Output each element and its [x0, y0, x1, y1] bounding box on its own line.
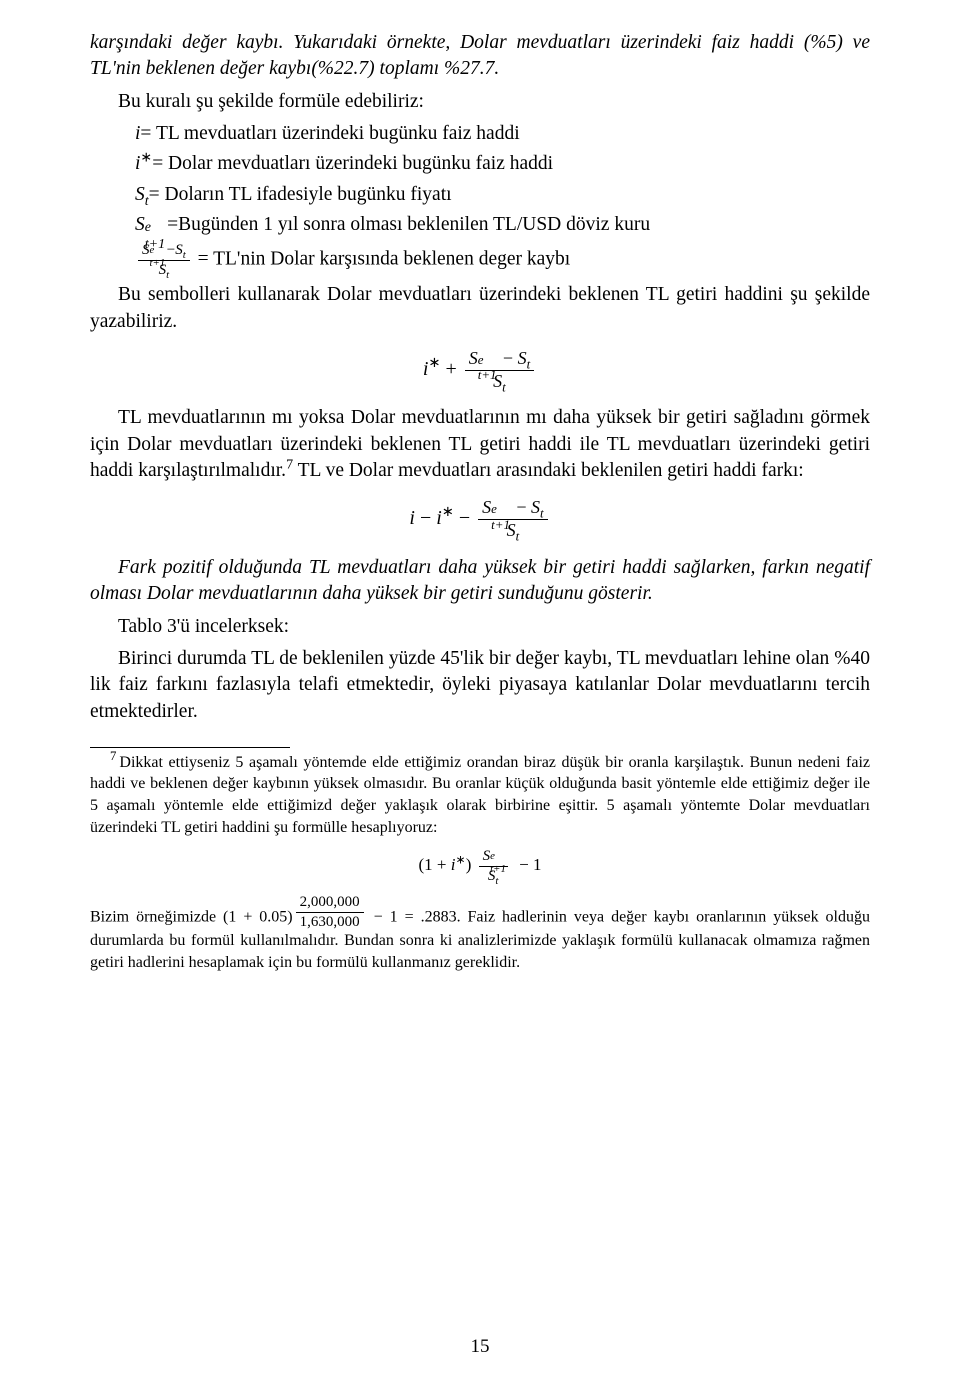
italic-intro: karşındaki değer kaybı. Yukarıdaki örnek…	[90, 32, 870, 79]
def-frac-text: = TL'nin Dolar karşısında beklenen deger…	[193, 249, 571, 270]
frac-2: Set+1 − St St	[478, 498, 547, 541]
footnote-formula: (1 + i∗) Set+1 St − 1	[90, 848, 870, 884]
footnote-text-b: Bizim örneğimizde (1 + 0.05) 2,000,000 1…	[90, 894, 870, 973]
footnote-marker: 7	[110, 749, 116, 763]
fn-num1: 2,000,000	[296, 894, 364, 913]
footnote-text-a: Dikkat ettiyseniz 5 aşamalı yöntemde eld…	[90, 754, 870, 836]
paragraph-1: karşındaki değer kaybı. Yukarıdaki örnek…	[90, 30, 870, 83]
def-istar-text: = Dolar mevduatları üzerindeki bugünku f…	[152, 153, 553, 174]
paragraph-5: Fark pozitif olduğunda TL mevduatları da…	[90, 555, 870, 608]
frac-1: Set+1 − St St	[465, 349, 534, 392]
def-st-text: = Doların TL ifadesiyle bugünku fiyatı	[149, 184, 452, 205]
frac-fn: Set+1 St	[479, 848, 508, 884]
paragraph-3: Bu sembolleri kullanarak Dolar mevduatla…	[90, 282, 870, 335]
paragraph-6: Tablo 3'ü incelerksek:	[90, 614, 870, 640]
page-number: 15	[0, 1334, 960, 1360]
formula-1: i∗ + Set+1 − St St	[90, 349, 870, 392]
def-st: St= Doların TL ifadesiyle bugünku fiyatı	[135, 182, 870, 208]
def-set1-text: =Bugünden 1 yıl sonra olması beklenilen …	[167, 214, 650, 235]
formula-2: i − i∗ − Set+1 − St St	[90, 498, 870, 541]
page: karşındaki değer kaybı. Yukarıdaki örnek…	[0, 0, 960, 1380]
def-istar: i∗= Dolar mevduatları üzerindeki bugünku…	[135, 151, 870, 177]
paragraph-4: TL mevduatlarının mı yoksa Dolar mevduat…	[90, 405, 870, 484]
paragraph-7: Birinci durumda TL de beklenilen yüzde 4…	[90, 646, 870, 725]
paragraph-4b: TL ve Dolar mevduatları arasındaki bekle…	[293, 460, 804, 481]
frac-fn2: 2,000,000 1,630,000	[296, 894, 364, 930]
def-i: i= TL mevduatları üzerindeki bugünku fai…	[135, 121, 870, 147]
def-set1: Set+1 =Bugünden 1 yıl sonra olması bekle…	[135, 212, 870, 238]
fn-num2: 1,630,000	[296, 913, 364, 931]
def-frac: Set+1 −St St = TL'nin Dolar karşısında b…	[135, 242, 870, 278]
footnote-b1: Bizim örneğimizde (1 + 0.05)	[90, 909, 293, 926]
def-i-text: = TL mevduatları üzerindeki bugünku faiz…	[140, 123, 519, 144]
definition-list: i= TL mevduatları üzerindeki bugünku fai…	[135, 121, 870, 278]
footnote-rule	[90, 747, 290, 748]
footnote-7: 7Dikkat ettiyseniz 5 aşamalı yöntemde el…	[90, 752, 870, 974]
paragraph-2: Bu kuralı şu şekilde formüle edebiliriz:	[90, 89, 870, 115]
